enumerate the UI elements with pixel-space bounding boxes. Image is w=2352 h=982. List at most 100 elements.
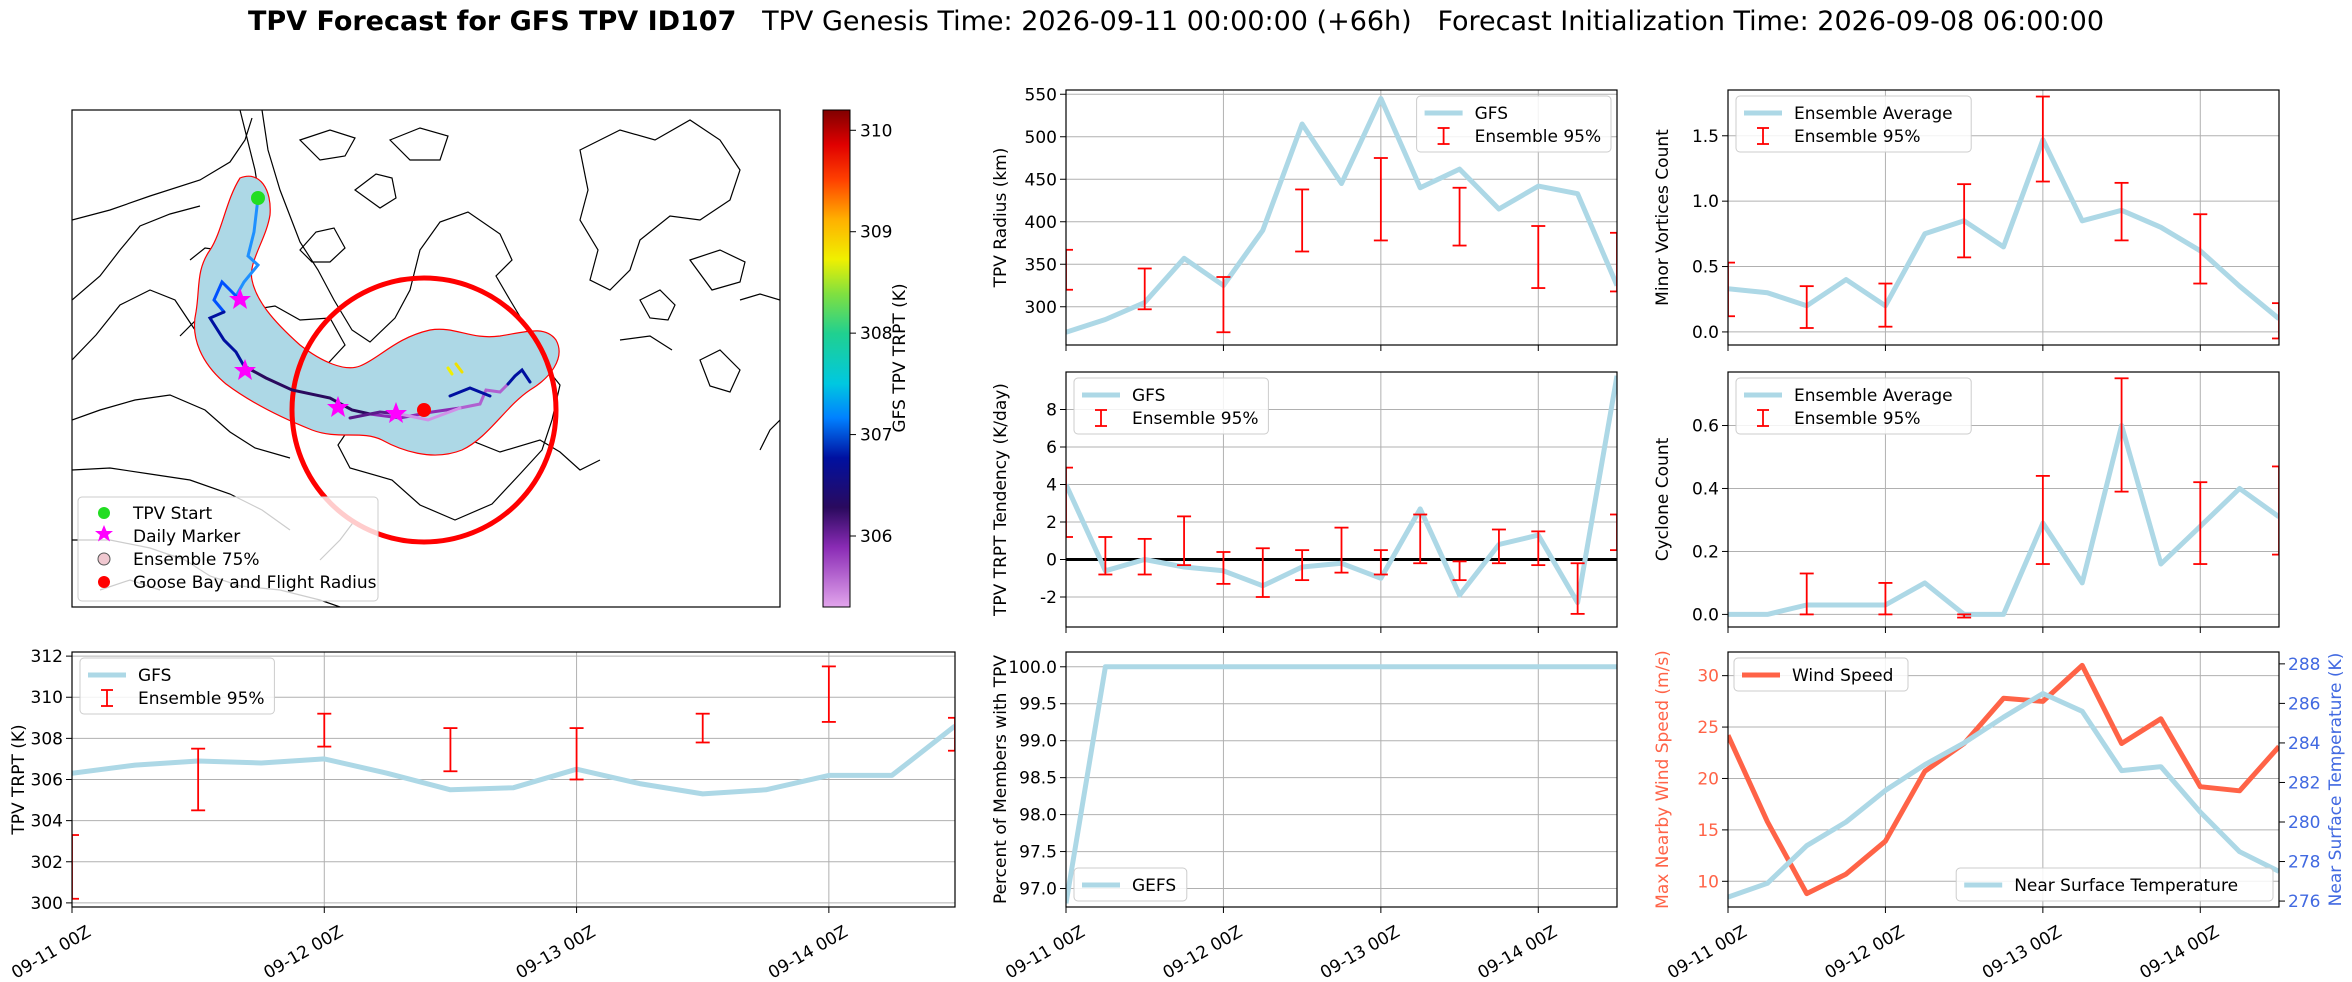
chart-legend: Ensemble Average Ensemble 95%	[1735, 95, 1972, 153]
chart-tendency: -2 0 2 4 6 8 TPV TRPT Tendency (K/day) GFS Ensem…	[991, 371, 1618, 633]
plot-area	[1066, 375, 1617, 615]
errorbar	[1295, 549, 1310, 582]
plot-area	[1066, 96, 1617, 335]
chart-radius: 300 350 400 450 500 550 TPV Radius (km) GFS Ense…	[991, 85, 1618, 351]
legend-label: Near Surface Temperature	[2014, 876, 2238, 896]
x-tick-label: 09-14 00Z	[1474, 922, 1560, 982]
errorbar	[2193, 213, 2208, 285]
errorbar	[1610, 231, 1617, 293]
errorbar	[1255, 547, 1270, 598]
errorbar	[1799, 572, 1814, 616]
chart-legend-box	[1735, 377, 1972, 435]
y-tick-label: 97.0	[1019, 880, 1057, 900]
y-tick-label: 100.0	[1008, 658, 1057, 678]
chart-legend: GFS Ensemble 95%	[79, 657, 275, 715]
y-right-tick-label: 278	[2288, 853, 2320, 873]
errorbar	[2114, 377, 2129, 493]
errorbar	[1373, 549, 1388, 576]
legend-label: Ensemble Average	[1794, 104, 1953, 124]
tpv-start-marker	[251, 191, 265, 205]
errorbar	[948, 716, 955, 752]
plot-area	[1728, 95, 2279, 340]
figure-title-init: Forecast Initialization Time: 2026-09-08…	[1437, 6, 2105, 37]
legend-label: GFS	[1475, 104, 1508, 124]
chart-legend: GEFS	[1073, 867, 1188, 902]
y-axis-label: TPV Radius (km)	[991, 148, 1011, 289]
chart-legend: GFS Ensemble 95%	[1416, 95, 1612, 153]
y-tick-label: 302	[31, 853, 63, 873]
y-tick-label: 550	[1025, 85, 1057, 105]
errorbar	[1531, 225, 1546, 289]
plot-area	[1728, 662, 2279, 900]
errorbar	[1957, 183, 1972, 259]
series-line-near-surface-temperature	[1728, 691, 2279, 900]
goose-bay-flight-radius	[289, 275, 559, 545]
errorbar	[2272, 465, 2279, 556]
errorbar	[1137, 537, 1152, 576]
y-right-tick-label: 288	[2288, 655, 2320, 675]
plot-area	[1066, 664, 1617, 904]
x-tick-label: 09-11 00Z	[1002, 922, 1088, 982]
legend-label: Ensemble 95%	[1794, 127, 1921, 147]
legend-label: Ensemble Average	[1794, 386, 1953, 406]
chart-minor: 0.0 0.5 1.0 1.5 Minor Vortices Count Ensemble…	[1653, 89, 2280, 351]
y-axis-label: Cyclone Count	[1653, 437, 1673, 561]
legend-label: Ensemble 95%	[1475, 127, 1602, 147]
series-line-gfs	[1066, 96, 1617, 335]
errorbar	[1728, 261, 1735, 318]
series-line-ensemble-average	[1728, 423, 2279, 617]
legend-label: GEFS	[1132, 876, 1176, 896]
y-right-axis-label: Near Surface Temperature (K)	[2326, 653, 2346, 907]
y-right-tick-label: 284	[2288, 734, 2320, 754]
errorbar	[1413, 513, 1428, 565]
legend-errorbar-swatch	[101, 689, 113, 707]
legend-errorbar-swatch	[1437, 127, 1450, 145]
y-tick-label: 0.0	[1692, 605, 1719, 625]
errorbar	[1878, 582, 1893, 616]
y-tick-label: 0.2	[1692, 542, 1719, 562]
x-tick-label: 09-14 00Z	[765, 922, 851, 982]
map-panel: TPV Start Daily Marker Ensemble 75% Goos…	[71, 109, 910, 608]
y-tick-label: 312	[31, 647, 63, 667]
errorbar	[1957, 613, 1972, 619]
x-tick-label: 09-13 00Z	[1317, 922, 1403, 982]
chart-members: 97.0 97.5 98.0 98.5 99.0 99.5 100.0 09-11 00Z 09…	[991, 651, 1618, 982]
colorbar-gradient	[822, 109, 851, 608]
y-tick-label: 308	[31, 729, 63, 749]
colorbar-tick-label: 309	[860, 223, 892, 243]
errorbar	[1216, 551, 1231, 585]
plot-area	[72, 665, 955, 900]
colorbar-tick-label: 310	[860, 121, 892, 141]
y-tick-label: 350	[1025, 255, 1057, 275]
y-right-tick-label: 276	[2288, 892, 2320, 912]
y-tick-label: 304	[31, 812, 63, 832]
chart-legend: GFS Ensemble 95%	[1073, 377, 1269, 435]
errorbar	[1177, 515, 1192, 567]
legend-magenta-star-icon	[95, 525, 113, 542]
chart-trpt: 300 302 304 306 308 310 312 09-11 00Z 09-12 00Z 0…	[8, 647, 956, 982]
chart-legend-box	[1733, 657, 1909, 692]
map-frame	[71, 109, 781, 608]
y-axis-label: Percent of Members with TPV	[991, 655, 1011, 904]
series-line-gefs	[1066, 664, 1617, 904]
y-tick-label: 25	[1697, 718, 1719, 738]
axes-frame	[1065, 371, 1618, 628]
figure-title-main: TPV Forecast for GFS TPV ID107	[247, 6, 737, 37]
legend-label: Ensemble 95%	[1132, 409, 1259, 429]
colorbar: 306 307 308 309 310 GFS TPV TRPT (K)	[822, 109, 910, 608]
y-tick-label: 6	[1046, 438, 1057, 458]
y-right-tick-label: 280	[2288, 813, 2320, 833]
y-tick-label: 2	[1046, 513, 1057, 533]
y-axis-label: TPV TRPT (K)	[9, 724, 29, 835]
y-tick-label: 1.5	[1692, 127, 1719, 147]
chart-legend-box	[1955, 867, 2274, 902]
errorbar	[1066, 466, 1073, 538]
y-right-tick-label: 282	[2288, 773, 2320, 793]
map-legend: TPV Start Daily Marker Ensemble 75% Goos…	[77, 496, 379, 602]
chart-cyclone: 0.0 0.2 0.4 0.6 Cyclone Count Ensemble Averag…	[1653, 371, 2280, 633]
map-legend-box	[77, 496, 379, 602]
y-tick-label: 15	[1697, 821, 1719, 841]
errorbar	[72, 834, 79, 900]
y-tick-label: 99.0	[1019, 732, 1057, 752]
